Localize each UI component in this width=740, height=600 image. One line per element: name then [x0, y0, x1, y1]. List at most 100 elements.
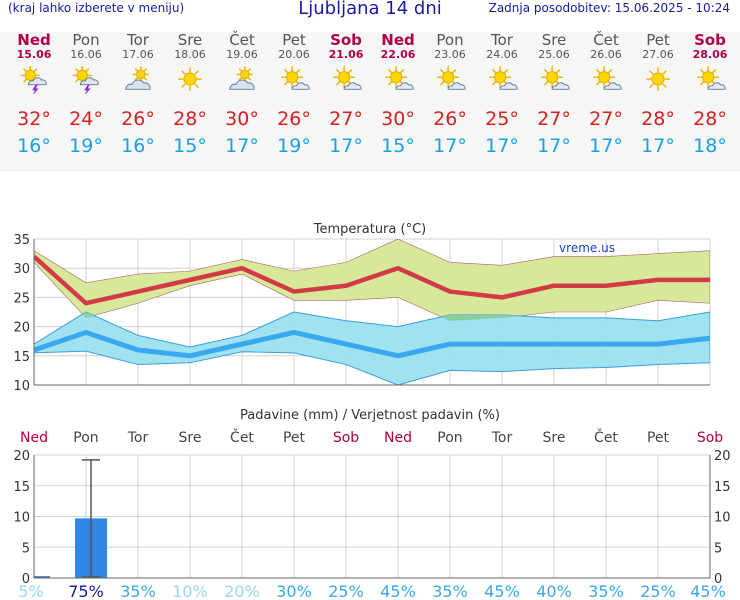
y-tick-label-right: 20 [714, 449, 731, 464]
day-column: Tor 24.06 25° 17° [476, 32, 528, 157]
y-tick-label-right: 5 [714, 541, 722, 556]
partly-sunny-icon [385, 66, 414, 90]
category-label: Sre [543, 430, 566, 446]
min-temperature: 17° [537, 135, 571, 157]
category-label: Čet [594, 428, 618, 446]
max-temperature: 27° [537, 108, 571, 130]
max-temperature: 30° [225, 108, 259, 130]
partly-sunny-icon [697, 66, 726, 90]
day-date: 23.06 [434, 48, 466, 61]
min-temperature: 15° [173, 135, 207, 157]
partly-sunny-icon [333, 66, 362, 90]
day-name: Sre [177, 31, 203, 49]
min-temperature: 17° [329, 135, 363, 157]
thunderstorm-icon [72, 66, 99, 94]
day-column: Pet 27.06 28° 17° [632, 32, 684, 157]
day-column: Sre 18.06 28° 15° [164, 32, 216, 157]
precip-probability: 30% [276, 582, 312, 600]
max-temperature: 28° [173, 108, 207, 130]
day-date: 18.06 [174, 48, 206, 61]
day-column: Ned 15.06 32° 16° [8, 32, 60, 157]
day-column: Čet 19.06 30° 17° [216, 32, 268, 157]
daily-forecast-strip: Ned 15.06 32° 16° Pon 16.06 24° 19° Tor 17.06 26° 1… [0, 32, 740, 172]
min-temperature: 18° [693, 135, 727, 157]
day-name: Ned [17, 31, 51, 49]
partly-sunny-icon [281, 66, 310, 90]
day-date: 16.06 [70, 48, 102, 61]
min-temperature: 17° [433, 135, 467, 157]
last-updated: Zadnja posodobitev: 15.06.2025 - 10:24 [488, 1, 730, 15]
precip-probability: 45% [690, 582, 726, 600]
day-date: 26.06 [590, 48, 622, 61]
min-temperature: 16° [17, 135, 51, 157]
day-date: 24.06 [486, 48, 518, 61]
day-date: 27.06 [642, 48, 674, 61]
max-temperature: 28° [693, 108, 727, 130]
max-temperature: 27° [329, 108, 363, 130]
partly-sunny-icon [541, 66, 570, 90]
min-temperature: 19° [69, 135, 103, 157]
day-name: Tor [127, 31, 149, 49]
day-name: Pon [72, 31, 100, 49]
y-tick-label-right: 0 [714, 572, 722, 587]
category-label: Pet [647, 430, 670, 446]
y-tick-label: 10 [13, 511, 30, 526]
max-temperature: 25° [485, 108, 519, 130]
precipitation-chart: Padavine (mm) / Verjetnost padavin (%) Ne… [13, 408, 731, 600]
day-date: 21.06 [328, 48, 364, 61]
max-temperature: 26° [121, 108, 155, 130]
precip-probability: 40% [536, 582, 572, 600]
min-temp-line [34, 329, 710, 359]
precip-probability: 25% [328, 582, 364, 600]
y-tick-label-right: 15 [714, 480, 731, 495]
min-temperature: 15° [381, 135, 415, 157]
precip-probability: 45% [484, 582, 520, 600]
min-temperature: 17° [225, 135, 259, 157]
day-name: Sre [541, 31, 567, 49]
category-label: Pet [283, 430, 306, 446]
sun-icon [646, 67, 670, 92]
category-label: Tor [127, 430, 149, 446]
day-name: Tor [491, 31, 513, 49]
day-column: Tor 17.06 26° 16° [112, 32, 164, 157]
day-name: Čet [229, 31, 255, 49]
precip-probability: 5% [18, 582, 43, 600]
day-column: Pon 16.06 24° 19° [60, 32, 112, 157]
min-temperature: 17° [641, 135, 675, 157]
precip-probability: 20% [224, 582, 260, 600]
max-temperature: 26° [277, 108, 311, 130]
precip-probability: 35% [588, 582, 624, 600]
temperature-chart: Temperatura (°C) 10 15 20 25 30 35 vreme.us [13, 222, 711, 392]
cloudy-sun-icon [229, 66, 255, 90]
y-tick-label: 10 [13, 379, 30, 392]
day-name: Ned [381, 31, 415, 49]
chart-title: Temperatura (°C) [313, 222, 426, 237]
category-label: Tor [491, 430, 513, 446]
day-column: Sob 28.06 28° 18° [684, 32, 736, 157]
chart-title: Padavine (mm) / Verjetnost padavin (%) [240, 408, 500, 423]
max-temperature: 32° [17, 108, 51, 130]
min-temperature: 17° [589, 135, 623, 157]
y-tick-label: 25 [13, 291, 30, 306]
day-date: 25.06 [538, 48, 570, 61]
max-temperature: 26° [433, 108, 467, 130]
partly-sunny-icon [437, 66, 466, 90]
precip-probability: 35% [432, 582, 468, 600]
y-tick-label: 15 [13, 480, 30, 495]
day-date: 28.06 [692, 48, 728, 61]
day-date: 20.06 [278, 48, 310, 61]
precip-probability: 75% [68, 582, 104, 600]
day-name: Pet [282, 31, 306, 49]
category-label: Ned [20, 430, 48, 446]
day-name: Čet [593, 31, 619, 49]
min-temperature: 16° [121, 135, 155, 157]
max-temperature: 24° [69, 108, 103, 130]
category-label: Ned [384, 430, 412, 446]
location-note[interactable]: (kraj lahko izberete v meniju) [8, 1, 185, 15]
day-date: 17.06 [122, 48, 154, 61]
y-tick-label: 15 [13, 350, 30, 365]
watermark: vreme.us [559, 241, 615, 255]
partly-sunny-icon [593, 66, 622, 90]
category-label: Čet [230, 428, 254, 446]
day-column: Pet 20.06 26° 19° [268, 32, 320, 157]
